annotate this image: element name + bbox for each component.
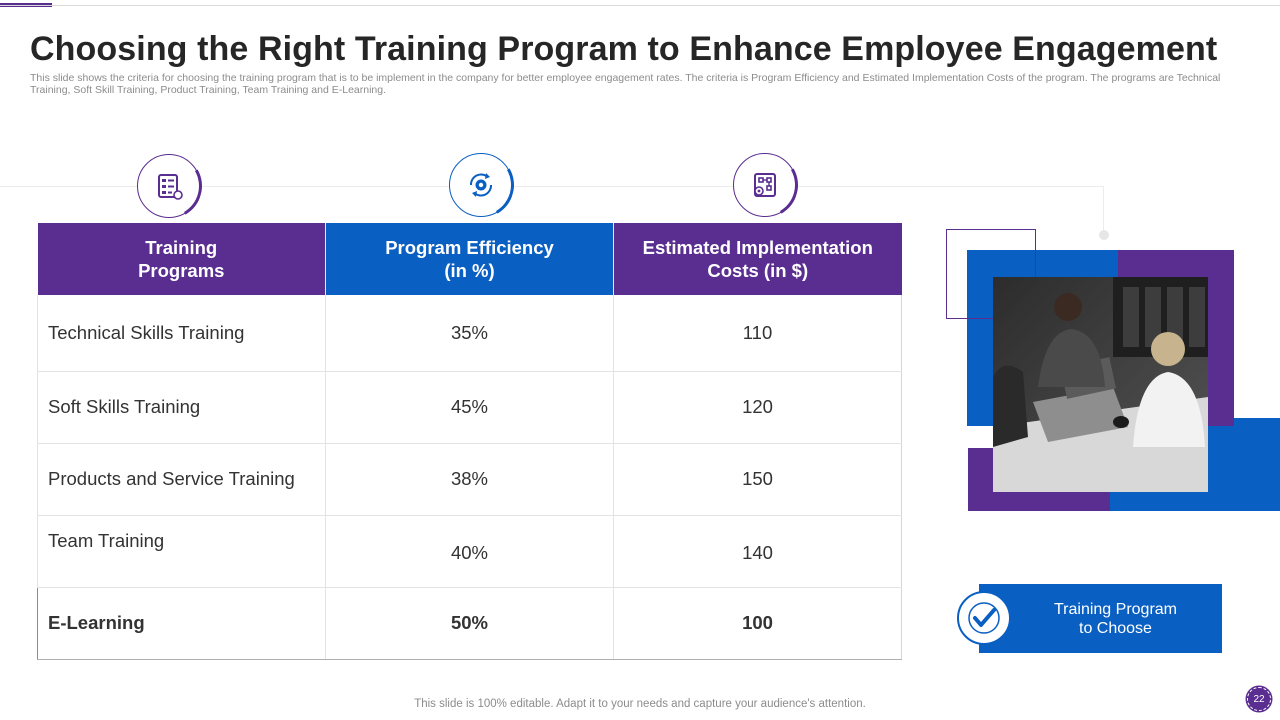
program-efficiency: 50% [325, 586, 614, 660]
table-row-highlighted: E-Learning 50% 100 [37, 586, 902, 660]
connector-line-vertical [1103, 186, 1104, 234]
decor-outline-frame [946, 229, 1036, 319]
header-training-programs: Training Programs [37, 223, 326, 295]
connector-dot [1099, 230, 1109, 240]
training-program-callout: Training Program to Choose [979, 584, 1222, 653]
program-efficiency: 45% [325, 371, 614, 444]
gear-cycle-icon [440, 144, 522, 226]
table-row: Soft Skills Training 45% 120 [37, 371, 902, 444]
connector-line [0, 186, 1104, 187]
checkmark-icon [957, 591, 1011, 645]
program-cost: 120 [613, 371, 902, 444]
program-cost: 100 [613, 586, 902, 660]
callout-line-2: to Choose [1079, 619, 1152, 637]
program-name: Technical Skills Training [37, 295, 326, 372]
callout-line-1: Training Program [1053, 600, 1177, 618]
program-name: E-Learning [37, 586, 326, 660]
header-program-efficiency: Program Efficiency (in %) [325, 223, 614, 295]
program-name: Soft Skills Training [37, 371, 326, 444]
program-cost: 140 [613, 515, 902, 588]
program-efficiency: 35% [325, 295, 614, 372]
slide-title: Choosing the Right Training Program to E… [30, 30, 1218, 68]
top-rule [0, 5, 1280, 6]
table-header-row: Training Programs Program Efficiency (in… [37, 223, 902, 295]
cost-plan-icon [724, 144, 806, 226]
table-row: Products and Service Training 38% 150 [37, 443, 902, 516]
program-efficiency: 38% [325, 443, 614, 516]
slide-subtitle: This slide shows the criteria for choosi… [30, 72, 1221, 96]
meeting-photo [993, 277, 1208, 492]
footer-text: This slide is 100% editable. Adapt it to… [414, 698, 866, 710]
training-comparison-table: Training Programs Program Efficiency (in… [37, 223, 902, 660]
table-row: Technical Skills Training 35% 110 [37, 295, 902, 372]
program-name: Products and Service Training [37, 443, 326, 516]
header-estimated-costs: Estimated Implementation Costs (in $) [613, 223, 902, 295]
program-name: Team Training [37, 515, 326, 588]
program-cost: 150 [613, 443, 902, 516]
program-cost: 110 [613, 295, 902, 372]
page-number: 22 [1247, 687, 1271, 711]
table-row: Team Training 40% 140 [37, 515, 902, 588]
program-efficiency: 40% [325, 515, 614, 588]
checklist-icon [128, 145, 210, 227]
